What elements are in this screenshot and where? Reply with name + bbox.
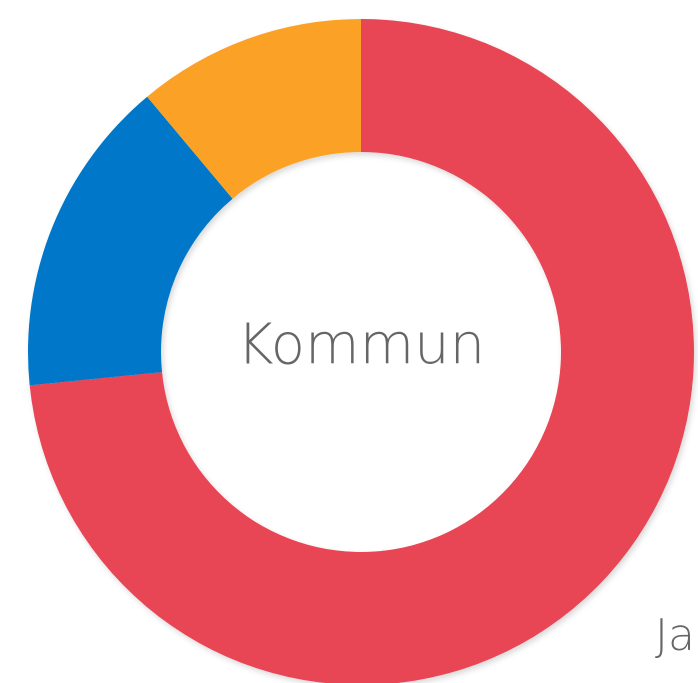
slice: [28, 96, 233, 386]
slice-label: Ja: [655, 610, 695, 661]
center-label: Kommun: [237, 312, 485, 377]
donut: [28, 18, 694, 683]
slice: [147, 18, 361, 199]
slice: [29, 19, 694, 683]
